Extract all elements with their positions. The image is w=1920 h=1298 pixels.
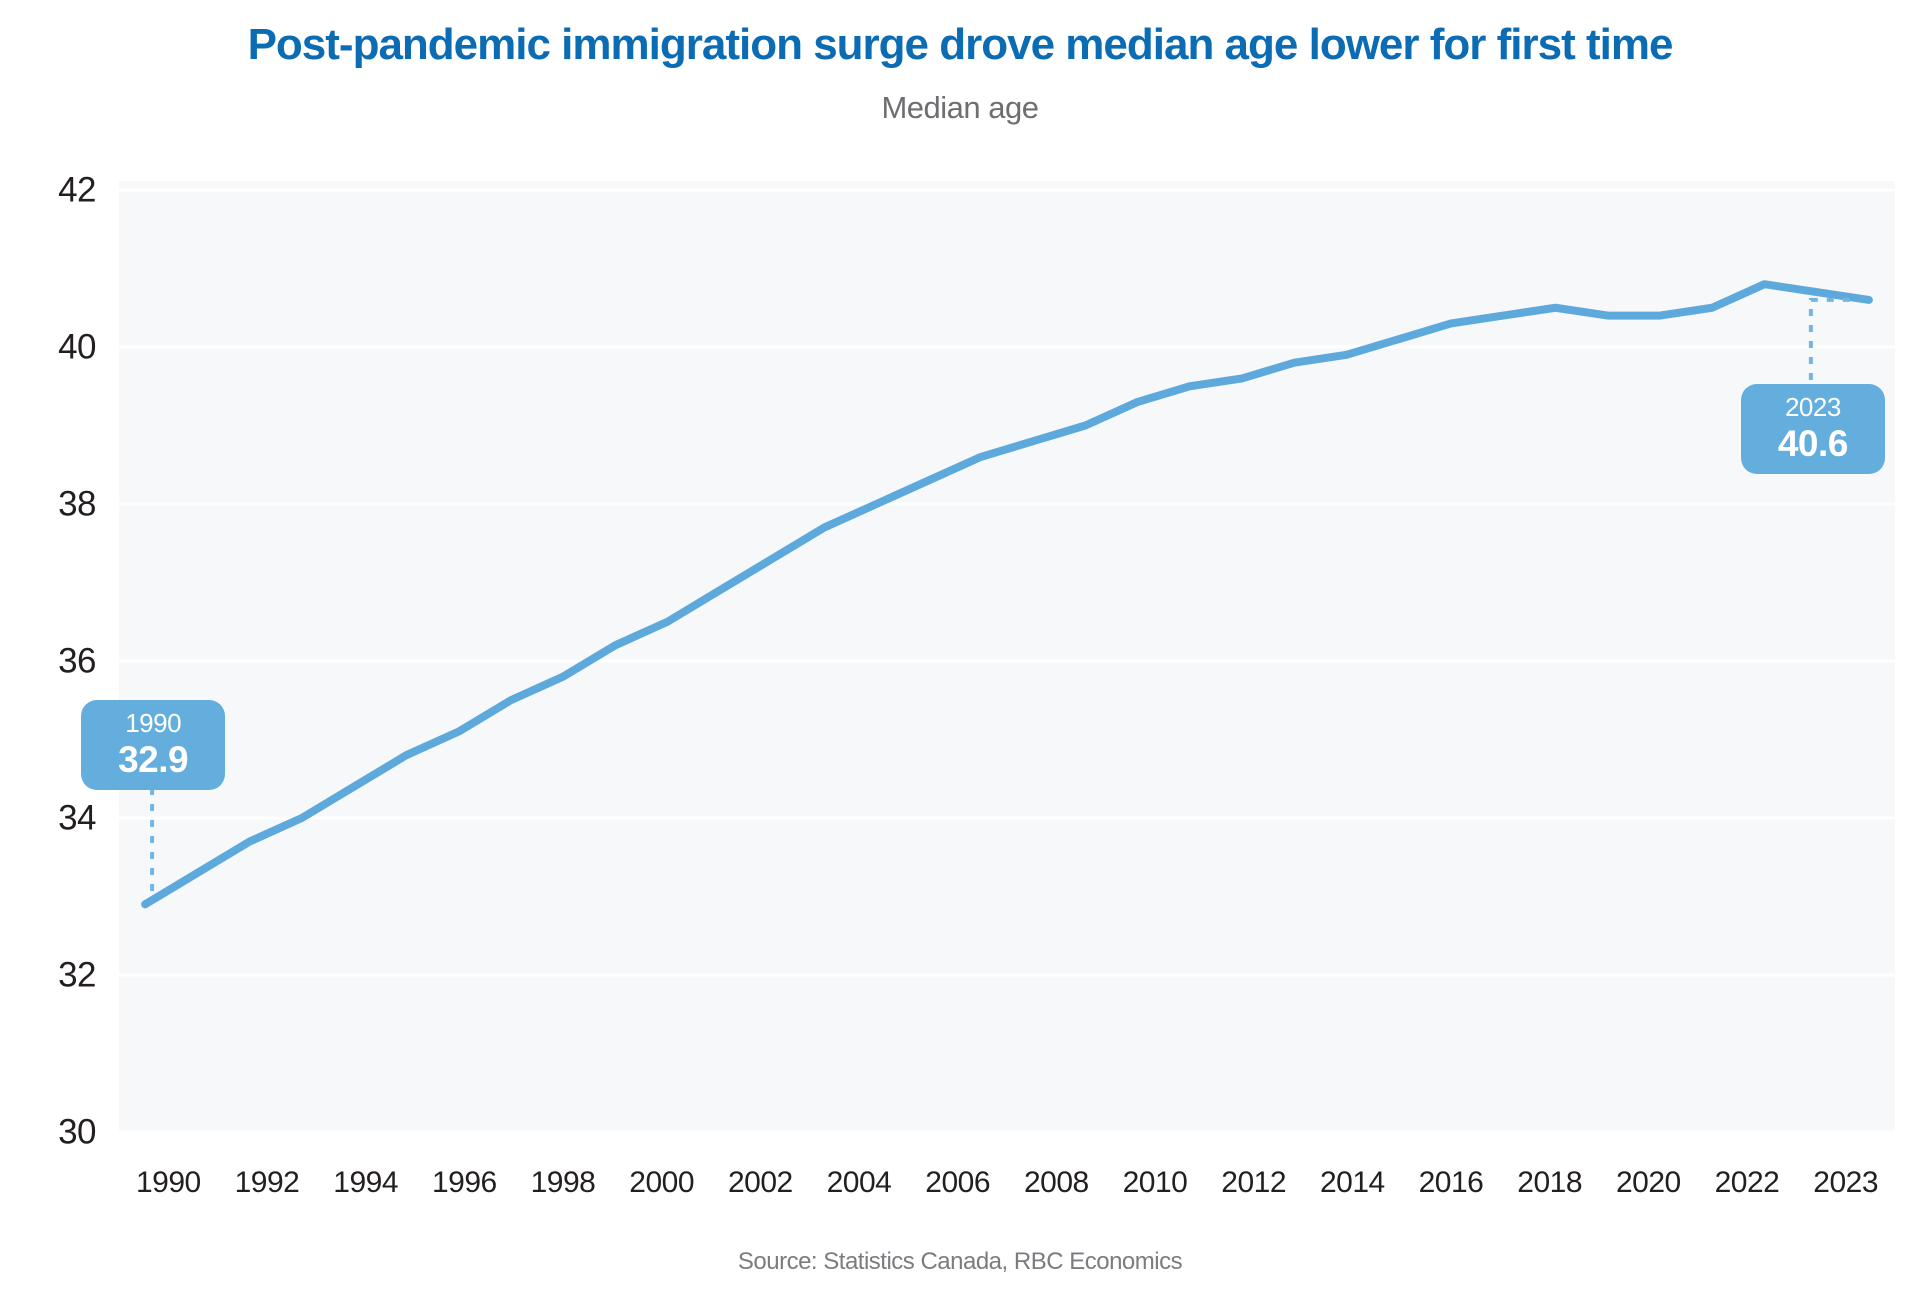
y-axis-tick-label: 30: [58, 1113, 96, 1152]
x-axis-tick-label: 2014: [1320, 1166, 1385, 1199]
source-note: Source: Statistics Canada, RBC Economics: [737, 1248, 1183, 1275]
x-axis-tick-label: 2006: [925, 1166, 990, 1199]
x-axis-tick-label: 1990: [136, 1166, 201, 1199]
y-axis-tick-label: 42: [58, 171, 96, 210]
x-axis-tick-label: 2020: [1616, 1166, 1681, 1199]
x-axis-tick-label: 2002: [728, 1166, 793, 1199]
y-axis-tick-label: 38: [58, 485, 96, 524]
y-axis-tick-label: 40: [58, 328, 96, 367]
x-axis-tick-label: 2023: [1813, 1166, 1878, 1199]
callout-year-label: 1990: [125, 708, 182, 738]
x-axis-tick-label: 1996: [432, 1166, 497, 1199]
x-axis-tick-label: 2018: [1517, 1166, 1582, 1199]
x-axis-tick-label: 2012: [1221, 1166, 1286, 1199]
x-axis-tick-label: 1998: [531, 1166, 596, 1199]
callout-year-label: 2023: [1784, 392, 1841, 422]
plot-panel: [119, 181, 1895, 1133]
x-axis-tick-label: 2016: [1419, 1166, 1484, 1199]
y-axis-tick-label: 34: [58, 799, 96, 838]
chart-subtitle: Median age: [881, 90, 1039, 125]
callout-value-label: 32.9: [118, 739, 189, 780]
y-axis-tick-label: 32: [58, 956, 96, 995]
callout-connector: [1808, 297, 1857, 380]
median-age-line: [141, 280, 1873, 909]
y-axis-tick-label: 36: [58, 642, 96, 681]
callout-value-label: 40.6: [1777, 423, 1849, 464]
x-axis-tick-label: 2004: [827, 1166, 892, 1199]
x-axis-tick-label: 2000: [629, 1166, 694, 1199]
x-axis-tick-label: 2022: [1715, 1166, 1780, 1199]
callout-2023: 2023 40.6: [1740, 384, 1885, 474]
x-axis-tick-label: 2008: [1024, 1166, 1089, 1199]
callout-1990: 1990 32.9: [81, 700, 226, 790]
x-axis-tick-label: 2010: [1123, 1166, 1188, 1199]
x-axis-tick-label: 1994: [333, 1166, 398, 1199]
chart-title: Post-pandemic immigration surge drove me…: [247, 20, 1674, 69]
x-axis-tick-label: 1992: [235, 1166, 300, 1199]
